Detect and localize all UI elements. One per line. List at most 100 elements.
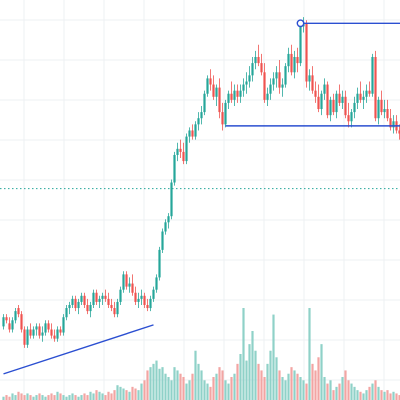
candle-body (356, 93, 359, 103)
candle-body (383, 109, 386, 113)
volume-bar (23, 395, 26, 400)
volume-bar (101, 393, 104, 400)
candle-body (47, 323, 50, 330)
volume-bar (227, 383, 230, 400)
candle-body (320, 93, 323, 110)
candle-body (11, 320, 14, 330)
volume-bar (86, 395, 89, 400)
candle-body (338, 93, 341, 103)
candle-body (95, 292, 98, 302)
trendline-anchor-handle[interactable] (296, 19, 305, 28)
volume-bar (179, 373, 182, 400)
volume-bar (80, 395, 83, 400)
candle-body (377, 99, 380, 119)
volume-bar (371, 383, 374, 400)
volume-bar (218, 367, 221, 400)
candle-body (35, 326, 38, 330)
candle-body (59, 329, 62, 333)
candle-body (98, 298, 101, 302)
candle-body (197, 118, 200, 125)
volume-bar (386, 390, 389, 400)
candle-body (26, 329, 29, 345)
volume-bar (77, 396, 80, 400)
candle-body (236, 90, 239, 97)
candle-body (362, 96, 365, 100)
volume-bar (209, 386, 212, 400)
candle-body (254, 56, 257, 64)
volume-bar (137, 390, 140, 400)
candle-body (326, 84, 329, 116)
candle-body (65, 308, 68, 318)
volume-bar (230, 377, 233, 400)
volume-bar (353, 386, 356, 400)
candle-body (212, 84, 215, 97)
volume-bar (329, 380, 332, 400)
candle-body (380, 99, 383, 113)
volume-bar (320, 344, 323, 400)
candle-body (344, 96, 347, 116)
volume-bar (161, 367, 164, 400)
volume-bar (278, 370, 281, 400)
volume-bar (41, 395, 44, 400)
volume-bar (233, 373, 236, 400)
candle-body (293, 56, 296, 73)
volume-bar (14, 395, 17, 400)
candle-body (41, 332, 44, 336)
candle-body (188, 130, 191, 137)
volume-bar (257, 363, 260, 400)
volume-bar (314, 370, 317, 400)
volume-bar (302, 380, 305, 400)
candle-body (86, 304, 89, 312)
volume-bar (53, 395, 56, 400)
candle-body (266, 93, 269, 100)
candle-body (221, 112, 224, 125)
candle-body (389, 118, 392, 128)
volume-bar (107, 391, 110, 400)
candle-body (17, 308, 20, 315)
volume-bar (398, 395, 400, 400)
volume-bar (98, 391, 101, 400)
trendline[interactable] (3, 324, 154, 375)
candle-body (89, 304, 92, 312)
volume-bar (59, 393, 62, 400)
volume-bar (305, 383, 308, 400)
drawing-overlays[interactable] (0, 19, 400, 375)
volume-bars (2, 308, 400, 400)
candle-body (143, 295, 146, 305)
candle-body (287, 53, 290, 67)
candle-body (74, 298, 77, 309)
candle-body (290, 53, 293, 73)
volume-bar (140, 383, 143, 400)
candle-body (140, 295, 143, 299)
candle-body (53, 335, 56, 339)
candle-body (371, 56, 374, 94)
candle-body (200, 112, 203, 119)
candle-body (8, 323, 11, 330)
candle-body (146, 304, 149, 309)
candle-body (137, 298, 140, 302)
candle-body (260, 63, 263, 73)
volume-bar (359, 391, 362, 400)
volume-bar (272, 314, 275, 400)
candle-body (368, 90, 371, 94)
candle-body (275, 72, 278, 79)
candle-body (263, 72, 266, 100)
candle-body (359, 93, 362, 100)
candle-body (56, 329, 59, 339)
candle-body (230, 93, 233, 100)
candle-body (29, 329, 32, 336)
volume-bar (35, 395, 38, 400)
volume-bar (152, 363, 155, 400)
candle-body (209, 78, 212, 85)
volume-bar (158, 368, 161, 400)
volume-bar (176, 370, 179, 400)
candle-body (308, 75, 311, 82)
volume-bar (26, 393, 29, 400)
candle-body (68, 304, 71, 309)
candle-body (374, 56, 377, 119)
candle-body (341, 96, 344, 103)
candle-body (272, 78, 275, 85)
candle-body (104, 295, 107, 299)
